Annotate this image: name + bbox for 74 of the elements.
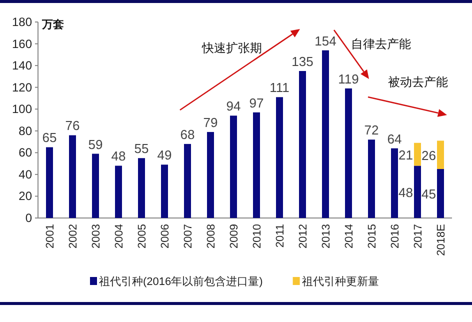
x-tick-label: 2005 <box>136 224 148 248</box>
annotation: 快速扩张期 <box>201 41 262 55</box>
x-tick-label: 2018E <box>436 224 448 256</box>
data-label: 64 <box>387 131 402 146</box>
data-label: 65 <box>42 130 57 146</box>
x-tick-label: 2014 <box>344 224 356 248</box>
data-label: 68 <box>180 126 195 142</box>
bar <box>92 154 99 218</box>
y-tick-label: 140 <box>12 58 32 73</box>
data-label: 94 <box>226 98 241 114</box>
data-label: 79 <box>203 114 218 130</box>
data-label: 97 <box>249 95 264 110</box>
data-label: 72 <box>364 122 379 138</box>
legend-label: 祖代引种更新量 <box>302 275 379 288</box>
x-tick-label: 2011 <box>274 224 286 248</box>
bar <box>161 164 168 218</box>
y-tick-label: 60 <box>18 146 32 160</box>
data-label: 55 <box>134 141 149 156</box>
x-tick-label: 2001 <box>44 224 56 248</box>
data-label: 49 <box>157 148 172 163</box>
data-label: 135 <box>292 54 314 69</box>
annotation: 被动去产能 <box>388 75 448 89</box>
bar <box>391 148 398 218</box>
data-label: 48 <box>111 148 126 164</box>
x-tick-label: 2017 <box>412 224 424 248</box>
bar <box>437 169 444 218</box>
x-tick-label: 2016 <box>390 224 402 248</box>
bar <box>207 132 214 218</box>
y-tick-label: 80 <box>18 124 32 138</box>
data-label: 48 <box>398 184 413 200</box>
annotation: 自律去产能 <box>351 37 411 51</box>
x-tick-label: 2009 <box>228 224 240 248</box>
x-tick-label: 2008 <box>206 224 218 248</box>
bar <box>299 71 306 218</box>
y-tick-label: 0 <box>25 211 32 225</box>
bar <box>414 166 421 218</box>
y-tick-label: 100 <box>12 102 32 116</box>
y-tick-label: 40 <box>18 167 32 182</box>
bar <box>184 144 191 218</box>
bar <box>414 142 421 166</box>
y-tick-label: 120 <box>12 80 32 94</box>
x-tick-label: 2003 <box>90 224 102 248</box>
x-tick-label: 2012 <box>298 224 310 248</box>
data-label: 45 <box>422 186 436 202</box>
bar <box>368 140 375 218</box>
data-label: 154 <box>314 33 336 48</box>
data-label: 21 <box>398 147 413 162</box>
data-label: 119 <box>338 71 359 86</box>
bar <box>69 135 76 218</box>
x-tick-label: 2015 <box>366 224 378 248</box>
legend-label: 祖代引种(2016年以前包含进口量) <box>99 275 263 288</box>
bar <box>230 116 237 218</box>
data-label: 26 <box>422 148 436 163</box>
bar <box>253 112 260 218</box>
x-tick-label: 2002 <box>68 224 80 248</box>
y-tick-label: 160 <box>12 36 32 51</box>
x-tick-label: 2010 <box>252 224 264 248</box>
y-axis-title: 万套 <box>41 18 64 31</box>
bar <box>138 158 145 218</box>
x-tick-label: 2007 <box>182 224 194 248</box>
bar <box>345 88 352 218</box>
x-tick-label: 2004 <box>114 224 126 248</box>
x-tick-label: 2013 <box>320 224 332 248</box>
y-tick-label: 180 <box>12 15 32 29</box>
bar <box>437 140 444 169</box>
bar <box>276 97 283 218</box>
data-label: 59 <box>88 136 103 152</box>
bar <box>322 50 329 218</box>
data-label: 76 <box>65 118 80 134</box>
data-label: 111 <box>270 80 290 96</box>
bar <box>115 166 122 218</box>
y-tick-label: 20 <box>18 189 32 204</box>
bar <box>46 147 53 218</box>
x-tick-label: 2006 <box>160 224 172 248</box>
